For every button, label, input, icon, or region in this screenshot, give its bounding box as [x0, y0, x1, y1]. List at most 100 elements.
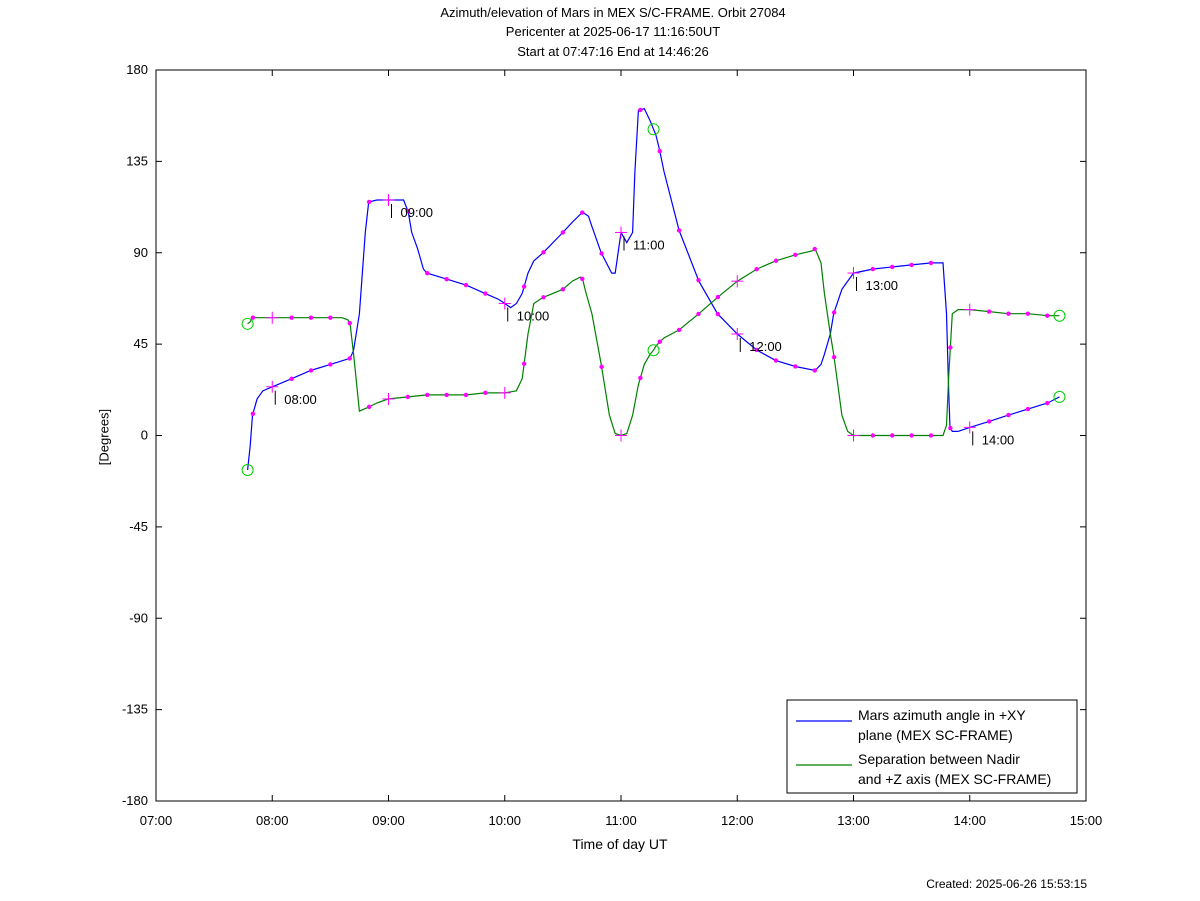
- sample-point: [773, 358, 779, 363]
- sample-point: [425, 392, 430, 398]
- y-tick-label: 180: [126, 62, 148, 77]
- sample-point: [444, 276, 449, 282]
- legend-label: Mars azimuth angle in +XY: [858, 707, 1026, 723]
- sample-point: [696, 311, 701, 317]
- sample-point: [676, 228, 682, 233]
- hour-annotation-label: 08:00: [284, 392, 317, 407]
- sample-point: [444, 392, 449, 398]
- sample-point: [1006, 412, 1011, 418]
- sample-point: [599, 251, 604, 256]
- y-tick-label: -45: [129, 519, 148, 534]
- sample-point: [289, 315, 294, 320]
- y-tick-label: 45: [134, 336, 148, 351]
- pericenter-marker: [647, 344, 660, 357]
- sample-point: [831, 310, 837, 315]
- sample-point: [657, 148, 662, 154]
- x-tick-label: 15:00: [1070, 813, 1103, 828]
- sample-point: [425, 270, 430, 276]
- legend-box: [786, 699, 1078, 794]
- sample-point: [599, 364, 604, 370]
- legend-label: and +Z axis (MEX SC-FRAME): [858, 771, 1051, 787]
- sample-point: [483, 390, 488, 396]
- hour-annotation-label: 11:00: [633, 237, 665, 252]
- sample-point: [405, 208, 411, 214]
- sample-point: [831, 354, 837, 360]
- sample-point: [347, 356, 352, 361]
- x-tick-label: 09:00: [372, 813, 405, 828]
- sample-point: [948, 345, 953, 350]
- x-axis-label: Time of day UT: [572, 836, 668, 852]
- y-tick-label: -180: [122, 793, 148, 808]
- legend-label: plane (MEX SC-FRAME): [858, 727, 1013, 743]
- sample-point: [541, 250, 546, 255]
- series-line-2: [247, 247, 1060, 437]
- sample-point: [250, 315, 256, 320]
- sample-point: [1045, 400, 1050, 406]
- sample-point: [657, 339, 662, 344]
- sample-point: [463, 392, 469, 398]
- sample-point: [909, 433, 914, 438]
- sample-point: [328, 315, 333, 320]
- sample-point: [521, 361, 527, 366]
- y-tick-label: 135: [126, 153, 148, 168]
- series-line-1: [247, 107, 1060, 471]
- sample-point: [870, 266, 876, 272]
- sample-point: [986, 309, 992, 314]
- x-tick-label: 11:00: [605, 813, 637, 828]
- created-timestamp: Created: 2025-06-26 15:53:15: [926, 877, 1087, 891]
- sample-point: [638, 107, 643, 113]
- x-tick-label: 12:00: [721, 813, 754, 828]
- pericenter-subtitle: Pericenter at 2025-06-17 11:16:50UT: [505, 24, 721, 39]
- y-tick-label: 90: [134, 245, 148, 260]
- sample-point: [928, 433, 934, 438]
- hour-annotation-label: 13:00: [866, 278, 899, 293]
- sample-point: [560, 230, 566, 235]
- y-tick-label: -135: [122, 702, 148, 717]
- sample-point: [812, 368, 817, 373]
- chart-title: Azimuth/elevation of Mars in MEX S/C-FRA…: [440, 5, 786, 20]
- sample-point: [289, 376, 294, 382]
- sample-point: [1045, 313, 1050, 318]
- sample-point: [715, 294, 721, 300]
- y-tick-label: -90: [129, 610, 148, 625]
- x-tick-label: 14:00: [953, 813, 986, 828]
- sample-point: [483, 291, 488, 296]
- sample-point: [986, 419, 992, 424]
- sample-point: [754, 347, 759, 353]
- sample-point: [541, 295, 546, 300]
- y-tick-label: 0: [141, 428, 148, 443]
- y-axis-label: [Degrees]: [96, 408, 112, 466]
- endpoint-marker: [241, 464, 254, 477]
- sample-point: [1025, 406, 1031, 412]
- sample-point: [580, 276, 585, 282]
- sample-point: [754, 267, 759, 272]
- sample-point: [812, 246, 817, 252]
- sample-point: [580, 210, 585, 215]
- sample-point: [890, 433, 895, 438]
- sample-point: [715, 311, 721, 317]
- hour-annotation-label: 09:00: [401, 205, 434, 220]
- axis-ticks: 180 135 90 45 0 -45 -90 -135 -180 07:00 08:00 09:00…: [122, 62, 1102, 828]
- sample-point: [676, 327, 682, 333]
- sample-point: [1006, 311, 1011, 316]
- legend: Mars azimuth angle in +XY plane (MEX SC-F…: [786, 699, 1078, 794]
- sample-point: [366, 199, 372, 205]
- sample-point: [250, 411, 256, 417]
- sample-point: [870, 433, 876, 438]
- endpoint-marker: [1053, 309, 1066, 322]
- hour-annotation-label: 14:00: [982, 432, 1015, 447]
- sample-point: [696, 277, 701, 283]
- sample-point: [909, 262, 914, 268]
- start-end-subtitle: Start at 07:47:16 End at 14:46:26: [517, 44, 709, 59]
- endpoint-marker: [241, 317, 254, 330]
- sample-point: [793, 364, 798, 369]
- sample-point: [405, 394, 411, 400]
- series-group: 08:00 09:00 10:00 11:00 12:00 13:00 14:00: [241, 107, 1066, 477]
- sample-point: [890, 264, 895, 270]
- x-tick-label: 08:00: [256, 813, 289, 828]
- sample-point: [948, 425, 953, 431]
- x-tick-label: 13:00: [837, 813, 870, 828]
- hour-annotation-label: 12:00: [749, 339, 782, 354]
- sample-point: [328, 362, 333, 367]
